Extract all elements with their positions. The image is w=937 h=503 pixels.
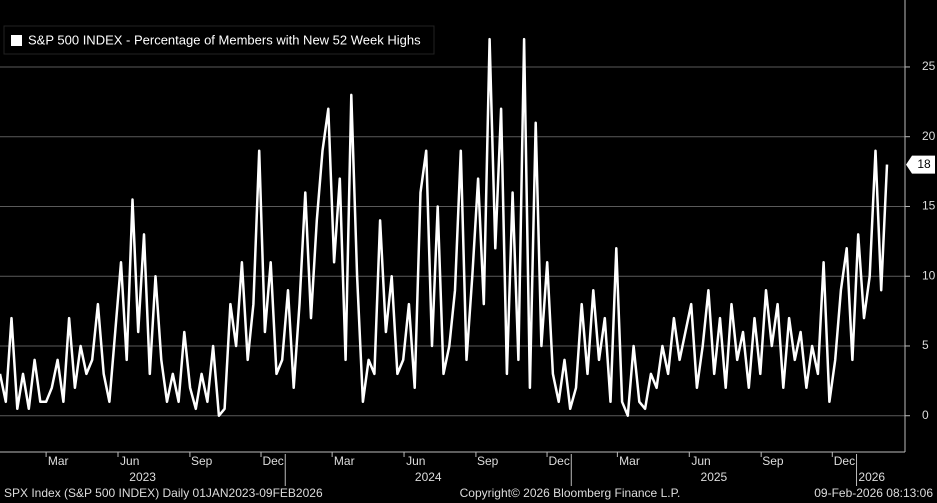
year-label: 2026 — [858, 470, 885, 484]
footer-right: 09-Feb-2026 08:13:06 — [814, 486, 933, 500]
x-tick-label: Dec — [834, 454, 855, 468]
y-tick-label: 0 — [922, 408, 929, 422]
x-tick-label: Jun — [691, 454, 710, 468]
year-label: 2023 — [129, 470, 156, 484]
x-tick-label: Sep — [762, 454, 784, 468]
x-tick-label: Dec — [548, 454, 569, 468]
x-tick-label: Dec — [262, 454, 283, 468]
legend-swatch — [11, 35, 22, 46]
legend: S&P 500 INDEX - Percentage of Members wi… — [3, 25, 435, 55]
y-tick-label: 10 — [922, 268, 936, 282]
x-tick-label: Mar — [48, 454, 69, 468]
y-tick-label: 15 — [922, 199, 936, 213]
last-value-label: 18 — [917, 157, 931, 171]
data-line — [0, 37, 889, 417]
legend-box — [3, 25, 435, 55]
x-tick-label: Mar — [619, 454, 640, 468]
x-tick-label: Sep — [477, 454, 499, 468]
plot-group — [0, 37, 889, 417]
footer-center: Copyright© 2026 Bloomberg Finance L.P. — [460, 486, 681, 500]
x-tick-label: Sep — [191, 454, 213, 468]
year-label: 2025 — [701, 470, 728, 484]
y-tick-label: 25 — [922, 59, 936, 73]
x-tick-label: Mar — [334, 454, 355, 468]
y-tick-label: 20 — [922, 129, 936, 143]
x-tick-label: Jun — [406, 454, 425, 468]
x-tick-label: Jun — [120, 454, 139, 468]
year-label: 2024 — [415, 470, 442, 484]
footer-left: SPX Index (S&P 500 INDEX) Daily 01JAN202… — [4, 486, 323, 500]
legend-label: S&P 500 INDEX - Percentage of Members wi… — [28, 32, 421, 47]
last-value-tag — [906, 155, 935, 174]
y-tick-label: 5 — [922, 338, 929, 352]
